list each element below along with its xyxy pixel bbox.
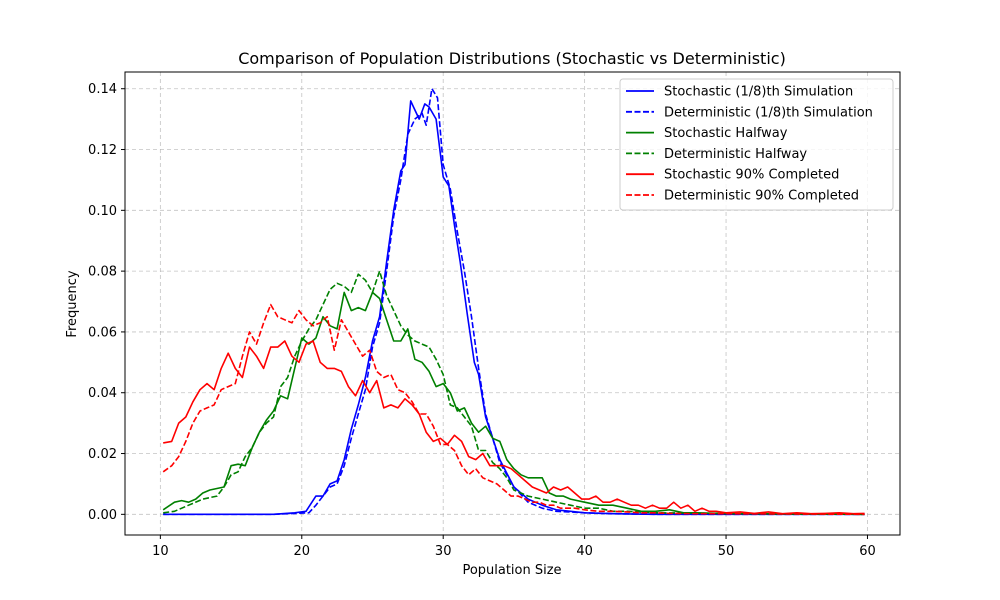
y-tick-label: 0.08 [88,265,117,280]
series-line-1 [163,100,865,516]
x-tick-label: 50 [718,544,735,559]
legend-label-4: Deterministic Halfway [664,147,807,162]
x-tick-label: 40 [576,544,593,559]
x-tick-label: 20 [294,544,311,559]
series-lines [162,87,865,516]
legend: Stochastic (1/8)th Simulation Determinist… [619,78,894,211]
y-tick-label: 0.04 [88,386,117,401]
legend-label-2: Deterministic (1/8)th Simulation [664,105,873,120]
y-tick-label: 0.06 [88,325,117,340]
x-tick-label: 60 [859,544,876,559]
x-axis-ticks: 10 20 30 40 50 60 [152,535,876,559]
grid [125,72,900,535]
x-tick-label: 10 [152,544,169,559]
y-axis-ticks: 0.00 0.02 0.04 0.06 0.08 0.10 0.12 0.14 [88,82,125,523]
chart-title: Comparison of Population Distributions (… [238,49,786,68]
legend-label-6: Deterministic 90% Completed [664,189,859,204]
y-tick-label: 0.02 [88,447,117,462]
series-line-4 [163,270,865,516]
plot-frame [124,71,901,536]
y-tick-label: 0.00 [88,508,117,523]
series-line-5 [163,340,865,515]
series-line-2 [163,87,865,516]
legend-box [619,78,894,211]
legend-label-3: Stochastic Halfway [664,126,788,141]
x-axis-label: Population Size [462,563,561,578]
y-tick-label: 0.12 [88,143,117,158]
y-tick-label: 0.14 [88,82,117,97]
legend-label-5: Stochastic 90% Completed [664,168,839,183]
y-axis-label: Frequency [65,270,80,337]
y-tick-label: 0.10 [88,204,117,219]
series-line-6 [162,303,865,516]
legend-label-1: Stochastic (1/8)th Simulation [664,85,853,100]
x-tick-label: 30 [435,544,452,559]
series-line-3 [162,291,865,516]
